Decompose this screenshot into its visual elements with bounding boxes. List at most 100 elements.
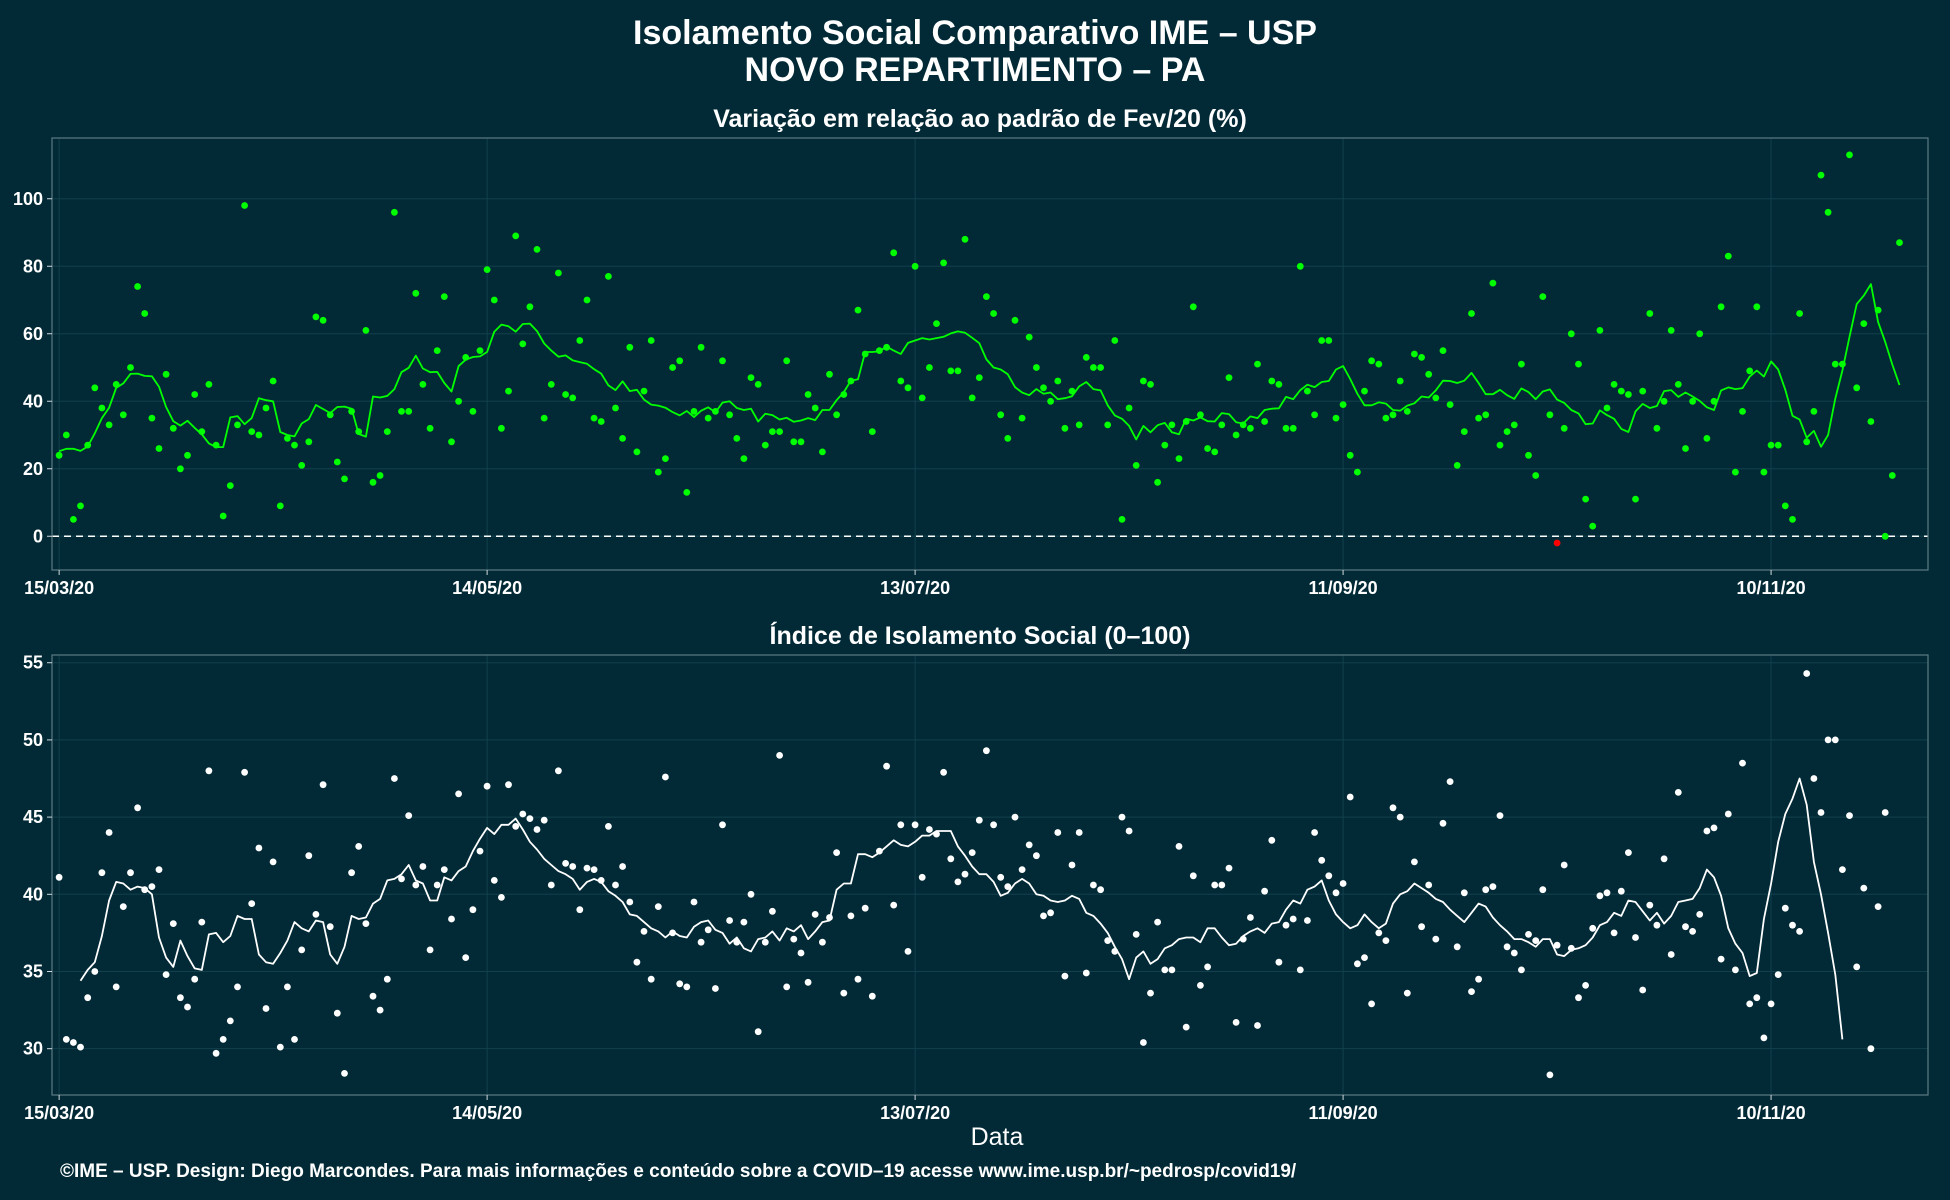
data-point — [918, 394, 926, 402]
data-point — [1610, 381, 1618, 388]
data-point — [1339, 401, 1347, 408]
variation-y-ticks: 0 20 40 60 80 100 — [13, 189, 52, 546]
data-point — [177, 994, 184, 1002]
data-point — [1368, 357, 1375, 365]
data-point — [1696, 330, 1704, 338]
index-grid — [52, 655, 1928, 1095]
data-point — [1575, 994, 1582, 1002]
data-point — [241, 202, 249, 209]
data-point — [1660, 855, 1668, 863]
data-point — [483, 266, 491, 273]
data-point — [1018, 414, 1026, 422]
data-point — [105, 829, 113, 836]
data-point — [868, 428, 876, 435]
data-point — [890, 901, 898, 909]
data-point — [1468, 310, 1475, 317]
data-point — [62, 1036, 70, 1043]
data-point — [926, 364, 933, 371]
data-point — [383, 975, 391, 983]
data-point — [1760, 468, 1768, 476]
data-point — [419, 863, 427, 870]
data-point — [505, 781, 512, 789]
data-point — [1846, 151, 1853, 159]
x-tick-label: 14/05/20 — [452, 578, 522, 598]
data-point — [462, 354, 470, 361]
data-point — [1667, 951, 1675, 958]
data-point — [269, 377, 277, 385]
data-point — [1639, 986, 1647, 994]
data-point — [1453, 943, 1461, 951]
data-point — [141, 310, 149, 317]
data-point — [1767, 1000, 1775, 1008]
data-point — [1824, 208, 1832, 216]
data-point — [597, 877, 605, 884]
data-point — [412, 881, 420, 889]
data-point — [1261, 418, 1268, 425]
data-point — [1881, 532, 1889, 540]
data-point — [1796, 310, 1803, 317]
data-point — [1403, 408, 1411, 415]
data-point — [1874, 903, 1882, 910]
data-point — [1753, 994, 1761, 1002]
data-point — [654, 468, 662, 476]
data-point — [897, 377, 905, 385]
y-tick-label: 100 — [13, 189, 43, 209]
chart-title-line2: NOVO REPARTIMENTO – PA — [745, 51, 1206, 89]
data-point — [1361, 387, 1368, 395]
data-point — [127, 364, 134, 371]
data-point — [1411, 350, 1418, 358]
data-point — [961, 870, 969, 878]
index-x-ticks: 15/03/20 14/05/20 13/07/20 11/09/20 10/11/20 — [24, 1095, 1806, 1123]
data-point — [226, 1017, 234, 1025]
data-point — [712, 985, 719, 992]
data-point — [62, 431, 70, 439]
data-point — [633, 448, 641, 456]
data-point — [1732, 468, 1739, 476]
data-point — [298, 462, 306, 469]
data-point — [91, 968, 99, 975]
data-point — [540, 816, 548, 824]
data-point — [1646, 901, 1654, 909]
data-point — [455, 790, 462, 798]
data-point — [897, 821, 905, 829]
data-point — [555, 269, 562, 277]
data-point — [376, 1006, 384, 1014]
data-point — [1204, 963, 1211, 971]
data-point — [112, 381, 120, 388]
data-point — [476, 847, 484, 855]
data-point — [433, 347, 441, 354]
data-point — [883, 343, 890, 351]
x-tick-label: 13/07/20 — [880, 1103, 950, 1123]
data-point — [761, 441, 769, 449]
data-point — [234, 983, 241, 991]
data-point — [1717, 955, 1725, 963]
data-point — [1703, 827, 1711, 835]
data-point — [1774, 441, 1782, 449]
data-point — [1582, 495, 1589, 503]
data-point — [391, 775, 398, 782]
index-chart: 30 35 40 45 50 55 15/03/20 14/05/20 13/07/20 11/… — [23, 653, 1929, 1123]
index-points — [55, 670, 1889, 1079]
data-point — [212, 1049, 220, 1057]
data-point — [1132, 462, 1140, 469]
data-point — [1068, 387, 1076, 395]
data-point — [776, 752, 783, 759]
data-point — [1653, 424, 1661, 432]
data-point — [226, 482, 234, 489]
data-point — [1746, 1000, 1754, 1008]
data-point — [1118, 813, 1126, 821]
data-point — [1289, 915, 1297, 923]
data-point — [1125, 404, 1133, 412]
data-point — [1403, 989, 1411, 997]
data-point — [997, 873, 1005, 881]
data-point — [833, 411, 840, 419]
data-point — [968, 849, 976, 856]
data-point — [319, 316, 327, 324]
data-point — [754, 1028, 762, 1036]
data-point — [1175, 843, 1183, 850]
data-point — [305, 438, 313, 446]
data-point — [619, 435, 626, 442]
data-point — [1289, 424, 1297, 432]
data-point — [740, 918, 748, 926]
